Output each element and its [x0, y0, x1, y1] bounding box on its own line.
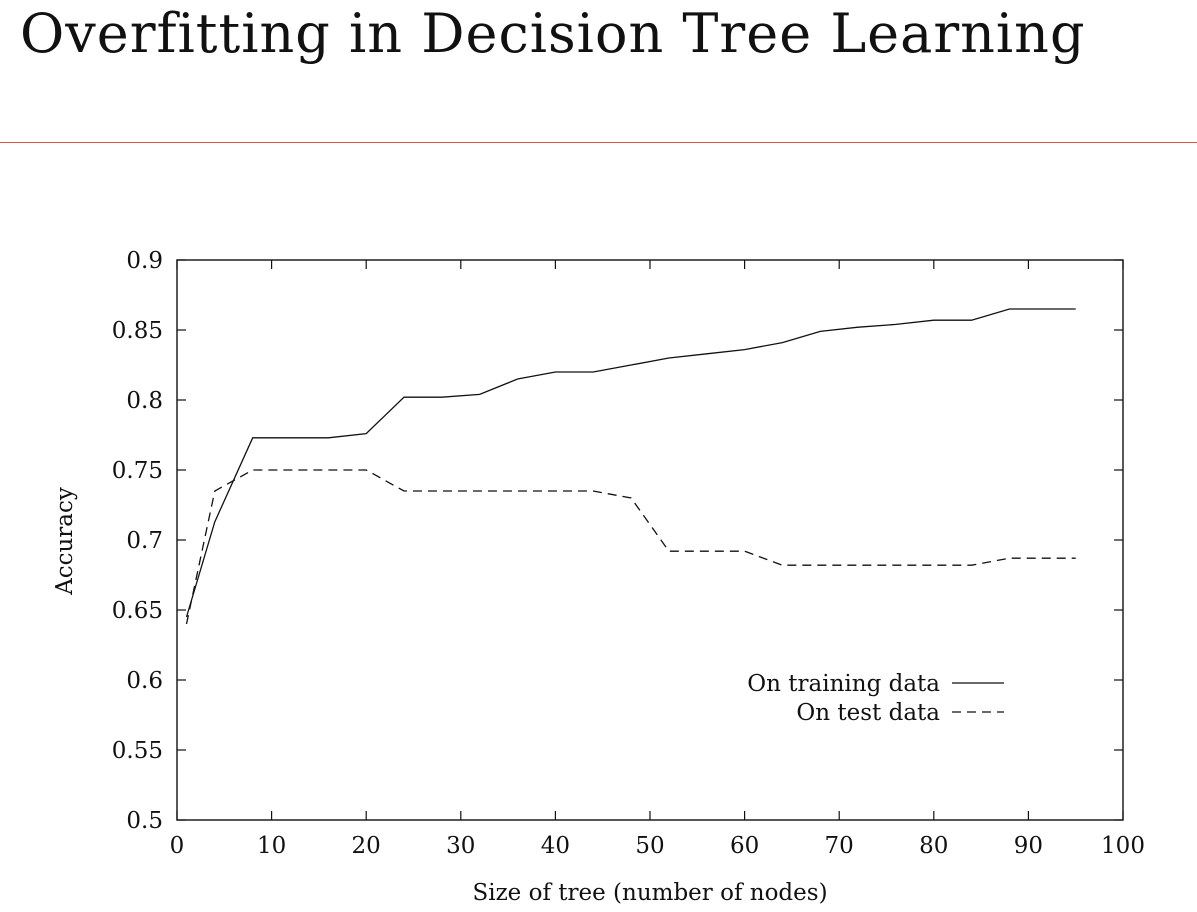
x-tick-label: 10 [257, 833, 286, 859]
x-tick-label: 20 [352, 833, 381, 859]
x-tick-label: 100 [1101, 833, 1145, 859]
title-divider [0, 142, 1197, 143]
legend-label-on-test-data: On test data [796, 700, 940, 726]
series-line-on-test-data [185, 469, 1076, 625]
y-tick-label: 0.75 [112, 458, 163, 484]
y-tick-label: 0.55 [112, 738, 163, 764]
y-axis-label: Accuracy [52, 487, 78, 596]
y-tick-label: 0.65 [112, 598, 163, 624]
x-axis-label: Size of tree (number of nodes) [472, 880, 827, 906]
x-tick-label: 30 [446, 833, 475, 859]
x-tick-label: 40 [541, 833, 570, 859]
chart-axes: 0 10 20 30 40 50 60 70 80 90 100 0.5 0.55 0.6 0.65 0.7 0… [112, 248, 1145, 859]
y-tick-label: 0.5 [126, 808, 163, 834]
x-tick-label: 70 [825, 833, 854, 859]
chart-legend: On training data On test data [747, 671, 1004, 726]
legend-label-on-training-data: On training data [747, 671, 940, 697]
x-tick-label: 50 [635, 833, 664, 859]
chart-series [185, 308, 1076, 625]
slide-title: Overfitting in Decision Tree Learning [20, 2, 1086, 65]
y-tick-label: 0.8 [126, 388, 163, 414]
y-tick-label: 0.6 [126, 668, 163, 694]
x-tick-label: 90 [1014, 833, 1043, 859]
series-line-on-training-data [185, 308, 1076, 618]
plot-frame [176, 259, 1124, 821]
y-tick-label: 0.9 [126, 248, 163, 274]
x-tick-label: 80 [919, 833, 948, 859]
y-tick-label: 0.85 [112, 318, 163, 344]
y-tick-label: 0.7 [126, 528, 163, 554]
x-tick-label: 0 [170, 833, 185, 859]
x-tick-label: 60 [730, 833, 759, 859]
